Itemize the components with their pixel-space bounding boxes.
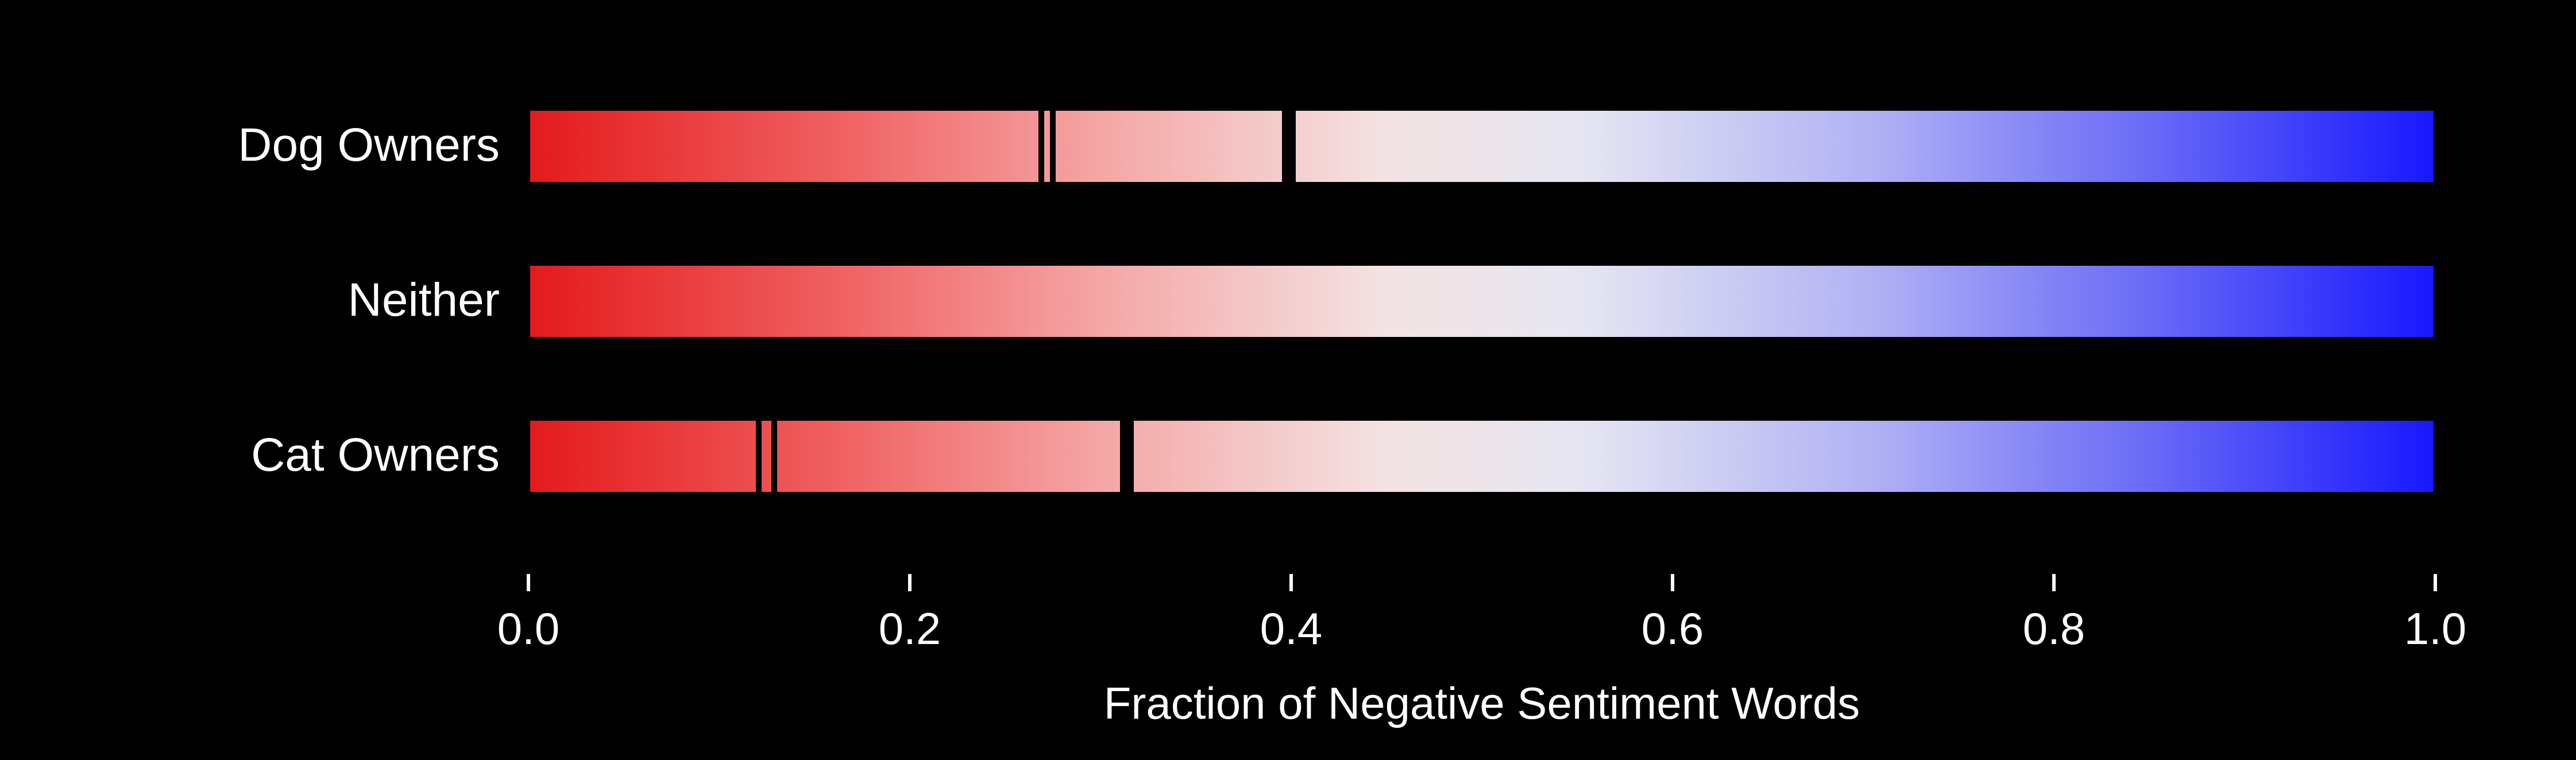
marker-dog-1	[1050, 111, 1056, 182]
x-tick-label: 0.2	[879, 603, 941, 655]
marker-cat-1	[771, 421, 777, 492]
x-tick-label: 0.4	[1260, 603, 1322, 655]
gradient-bar-dog	[528, 109, 2435, 184]
marker-cat-0	[756, 421, 762, 492]
x-axis-title: Fraction of Negative Sentiment Words	[1104, 677, 1860, 730]
marker-dog-2	[1282, 111, 1296, 182]
marker-cat-2	[1120, 421, 1134, 492]
x-tick-label: 0.0	[497, 603, 559, 655]
x-tick-label: 0.8	[2023, 603, 2085, 655]
x-tick	[908, 574, 912, 591]
x-tick	[1671, 574, 1674, 591]
x-tick	[2052, 574, 2056, 591]
sentiment-strip-chart: Dog Owners Neither Cat Owners 0.0 0.2 0.4 0.6 0…	[0, 0, 2576, 760]
x-tick-label: 0.6	[1642, 603, 1704, 655]
gradient-bar-neither	[528, 264, 2435, 339]
gradient-bar-cat	[528, 419, 2435, 494]
x-tick	[2434, 574, 2437, 591]
row-label-dog: Dog Owners	[238, 118, 500, 172]
row-label-neither: Neither	[348, 273, 500, 327]
row-label-cat: Cat Owners	[251, 428, 500, 482]
x-tick	[527, 574, 530, 591]
x-tick-label: 1.0	[2404, 603, 2466, 655]
x-tick	[1289, 574, 1293, 591]
marker-dog-0	[1038, 111, 1044, 182]
